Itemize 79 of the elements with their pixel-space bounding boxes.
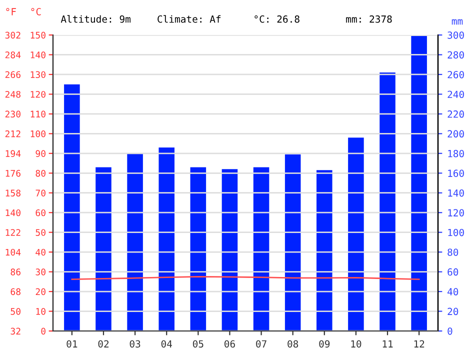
- y-tick-label: 140: [30, 51, 46, 58]
- bar: [253, 167, 270, 331]
- x-tick-label: 02: [98, 340, 109, 348]
- y3-tick-label: 140: [6, 209, 20, 216]
- y3-tick-label: 176: [6, 170, 20, 177]
- y-tick-label: 10: [36, 308, 46, 315]
- y3-tick-label: 302: [5, 32, 20, 39]
- y2-tick-label: 160: [448, 170, 464, 177]
- x-tick-label: 01: [66, 340, 78, 348]
- y3-tick-label: 50: [10, 308, 20, 315]
- y3-tick-label: 266: [5, 71, 20, 78]
- y2-tick-label: 280: [448, 51, 464, 59]
- y2-tick-label: 220: [448, 110, 464, 118]
- bar: [64, 84, 80, 331]
- bar: [380, 72, 396, 331]
- x-tick-label: 08: [288, 340, 298, 348]
- bar: [158, 147, 174, 331]
- y-tick-label: 0: [41, 328, 46, 335]
- text: Climate: Af: [158, 15, 221, 23]
- y2-tick-label: 300: [448, 32, 464, 39]
- x-tick-label: 04: [161, 340, 172, 348]
- y-tick-label: 60: [36, 209, 46, 216]
- y-tick-label: 50: [36, 229, 46, 236]
- y2-tick-label: 60: [448, 268, 458, 276]
- y2-tick-label: 240: [448, 90, 464, 98]
- y3-axis-title: °F: [6, 8, 16, 16]
- x-tick-label: 05: [192, 340, 204, 348]
- x-tick-label: 06: [224, 340, 235, 348]
- y3-tick-label: 284: [5, 51, 21, 58]
- x-tick-label: 07: [256, 340, 266, 348]
- y2-tick-label: 20: [448, 308, 458, 316]
- y3-tick-label: 32: [10, 328, 20, 335]
- y2-tick-label: 0: [448, 328, 452, 335]
- text: Altitude: 9m: [60, 15, 130, 23]
- y2-tick-label: 80: [448, 248, 458, 256]
- y3-tick-label: 230: [5, 110, 20, 118]
- y-tick-label: 130: [30, 71, 46, 78]
- x-tick-label: 11: [382, 340, 393, 348]
- text: mm: 2378: [346, 15, 392, 23]
- y-tick-label: 120: [30, 90, 46, 98]
- y-tick-label: 40: [36, 248, 46, 256]
- bar: [284, 154, 301, 331]
- x-tick-label: 03: [130, 340, 140, 348]
- y2-axis-title: mm: [452, 19, 463, 25]
- y-tick-label: 80: [36, 170, 46, 177]
- y-tick-label: 110: [30, 110, 46, 118]
- y-tick-label: 30: [36, 268, 46, 276]
- y3-tick-label: 194: [6, 150, 21, 157]
- y2-tick-label: 120: [448, 209, 464, 216]
- y3-tick-label: 212: [5, 130, 20, 138]
- y2-tick-label: 260: [448, 70, 464, 78]
- y-tick-label: 100: [30, 130, 46, 138]
- x-tick-label: 10: [351, 340, 362, 348]
- y3-tick-label: 104: [6, 248, 21, 256]
- bar: [348, 138, 364, 331]
- x-tick-label: 12: [414, 340, 424, 348]
- y-tick-label: 150: [30, 32, 46, 39]
- y-tick-label: 90: [36, 150, 46, 157]
- y-tick-label: 70: [36, 190, 46, 196]
- bar: [316, 170, 332, 331]
- bar: [222, 169, 238, 331]
- bar: [127, 153, 143, 331]
- y3-tick-label: 158: [6, 190, 20, 196]
- y3-tick-label: 248: [5, 90, 20, 98]
- y-axis-title: °C: [31, 8, 41, 16]
- bar: [96, 167, 112, 331]
- bar: [411, 36, 427, 331]
- text: °C: 26.8: [254, 15, 300, 23]
- y2-tick-label: 140: [448, 189, 464, 197]
- y3-tick-label: 68: [10, 288, 20, 296]
- y2-tick-label: 100: [448, 228, 464, 236]
- y2-tick-label: 200: [448, 130, 464, 138]
- x-tick-label: 09: [319, 340, 330, 348]
- bar: [190, 167, 206, 331]
- y3-tick-label: 122: [6, 229, 20, 236]
- y2-tick-label: 40: [448, 288, 458, 296]
- y2-tick-label: 180: [448, 150, 464, 158]
- y3-tick-label: 86: [10, 268, 20, 276]
- y-tick-label: 20: [36, 288, 46, 296]
